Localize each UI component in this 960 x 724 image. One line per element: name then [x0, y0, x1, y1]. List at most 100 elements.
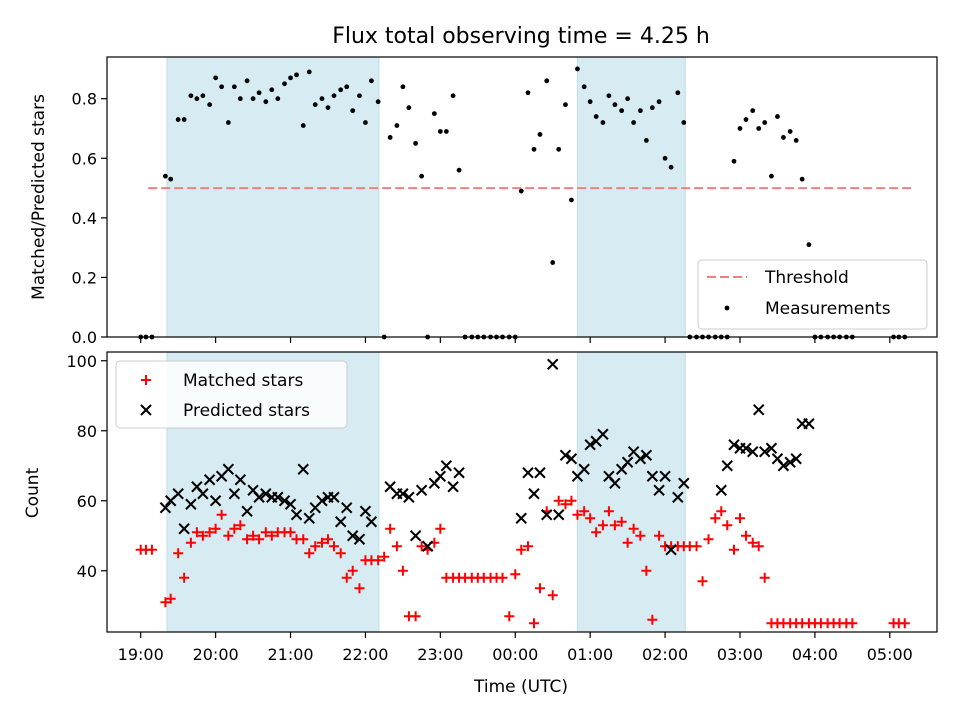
top-legend: Threshold Measurements: [697, 259, 928, 330]
matched-star-point: [616, 516, 627, 527]
predicted-star-point: [522, 467, 534, 479]
matched-star-point: [185, 537, 196, 548]
top-panel: 0.00.20.40.60.8 Matched/Predicted stars …: [29, 56, 938, 347]
predicted-star-point: [634, 453, 647, 465]
measurement-point: [587, 99, 593, 105]
figure-title: Flux total observing time = 4.25 h: [332, 24, 710, 49]
bottom-xtick-label: 02:00: [642, 645, 688, 664]
legend-measurements-label: Measurements: [765, 299, 891, 319]
predicted-star-point: [678, 477, 690, 489]
predicted-star-point: [316, 495, 328, 507]
matched-star-point: [416, 541, 427, 552]
matched-star-point: [622, 537, 633, 548]
matched-star-point: [248, 530, 259, 541]
bottom-xtick-label: 03:00: [717, 645, 763, 664]
measurement-point: [649, 105, 655, 111]
predicted-star-point: [665, 544, 677, 556]
measurement-point: [550, 260, 556, 265]
measurement-point: [194, 96, 200, 102]
predicted-star-point: [278, 495, 291, 507]
measurement-point: [263, 99, 269, 105]
predicted-star-point: [621, 456, 634, 468]
measurement-point: [743, 117, 749, 122]
predicted-star-point: [241, 505, 253, 517]
measurement-point: [363, 120, 368, 125]
measurement-point: [737, 126, 743, 131]
matched-star-point: [497, 572, 508, 583]
predicted-star-point: [178, 523, 190, 535]
matched-star-point: [379, 551, 390, 562]
matched-star-point: [697, 576, 708, 587]
measurement-point: [443, 129, 449, 134]
measurement-point: [619, 108, 625, 114]
measurement-point: [300, 123, 306, 128]
measurement-point: [369, 78, 374, 84]
matched-star-point: [373, 555, 384, 566]
measurement-point: [525, 90, 531, 96]
bottom-ytick-label: 100: [66, 352, 97, 371]
measurement-point: [437, 129, 443, 134]
measurement-point: [387, 135, 393, 140]
measurement-point: [793, 138, 799, 143]
predicted-star-point: [753, 404, 765, 416]
predicted-star-point: [640, 449, 653, 461]
measurement-point: [606, 93, 612, 99]
predicted-star-point: [197, 488, 209, 500]
predicted-star-point: [747, 446, 759, 458]
predicted-star-point: [297, 463, 309, 475]
measurement-point: [331, 93, 337, 99]
predicted-star-point: [272, 491, 284, 503]
measurement-point: [344, 84, 350, 90]
matched-star-point: [335, 548, 346, 559]
matched-star-point: [242, 534, 253, 545]
bottom-axes: 40 60 80 100 19:00 20:00 21:00 22:00 23:00 00:00 0…: [66, 352, 912, 664]
matched-stars-points: [135, 495, 910, 629]
predicted-star-point: [234, 474, 247, 486]
matched-star-point: [560, 499, 571, 510]
measurement-point: [312, 102, 318, 108]
measurement-point: [656, 99, 662, 105]
bottom-xtick-label: 01:00: [567, 645, 613, 664]
measurement-point: [806, 242, 812, 248]
matched-star-point: [553, 495, 564, 506]
measurement-point: [456, 167, 462, 173]
matched-star-point: [716, 506, 727, 517]
bottom-legend-box: [115, 360, 348, 429]
measurement-point: [631, 120, 637, 125]
matched-star-point: [285, 527, 296, 538]
predicted-star-point: [547, 358, 559, 370]
measurement-point: [394, 123, 400, 128]
measurement-point: [643, 138, 649, 143]
measurement-point: [269, 87, 275, 93]
predicted-star-point: [659, 470, 671, 482]
predicted-star-point: [253, 491, 265, 503]
matched-star-point: [609, 520, 620, 531]
bottom-panel: 40 60 80 100 19:00 20:00 21:00 22:00 23:00 00:00 0…: [23, 351, 938, 697]
measurement-point: [338, 87, 344, 93]
predicted-star-point: [203, 474, 216, 486]
predicted-star-point: [172, 488, 184, 500]
bottom-xtick-label: 19:00: [118, 645, 164, 664]
matched-star-point: [510, 569, 521, 580]
matched-star-point: [734, 513, 745, 524]
measurement-point: [675, 90, 681, 96]
bottom-xtick-label: 23:00: [417, 645, 463, 664]
bottom-xtick-label: 22:00: [342, 645, 388, 664]
bottom-xtick-label: 04:00: [792, 645, 838, 664]
predicted-star-point: [559, 449, 572, 461]
top-ytick-label: 0.0: [72, 328, 97, 347]
matched-star-point: [260, 527, 271, 538]
measurement-point: [244, 78, 250, 84]
predicted-star-point: [415, 484, 428, 496]
matched-star-point: [235, 520, 246, 531]
predicted-star-point: [228, 488, 241, 500]
predicted-star-point: [440, 460, 453, 472]
matched-star-point: [310, 541, 321, 552]
matched-star-point: [603, 506, 614, 517]
predicted-star-point: [284, 498, 297, 510]
bottom-xtick-label: 05:00: [867, 645, 913, 664]
predicted-star-point: [578, 463, 590, 475]
legend-matched-swatch: [141, 375, 151, 385]
matched-star-point: [397, 565, 408, 576]
measurement-point: [787, 129, 793, 134]
